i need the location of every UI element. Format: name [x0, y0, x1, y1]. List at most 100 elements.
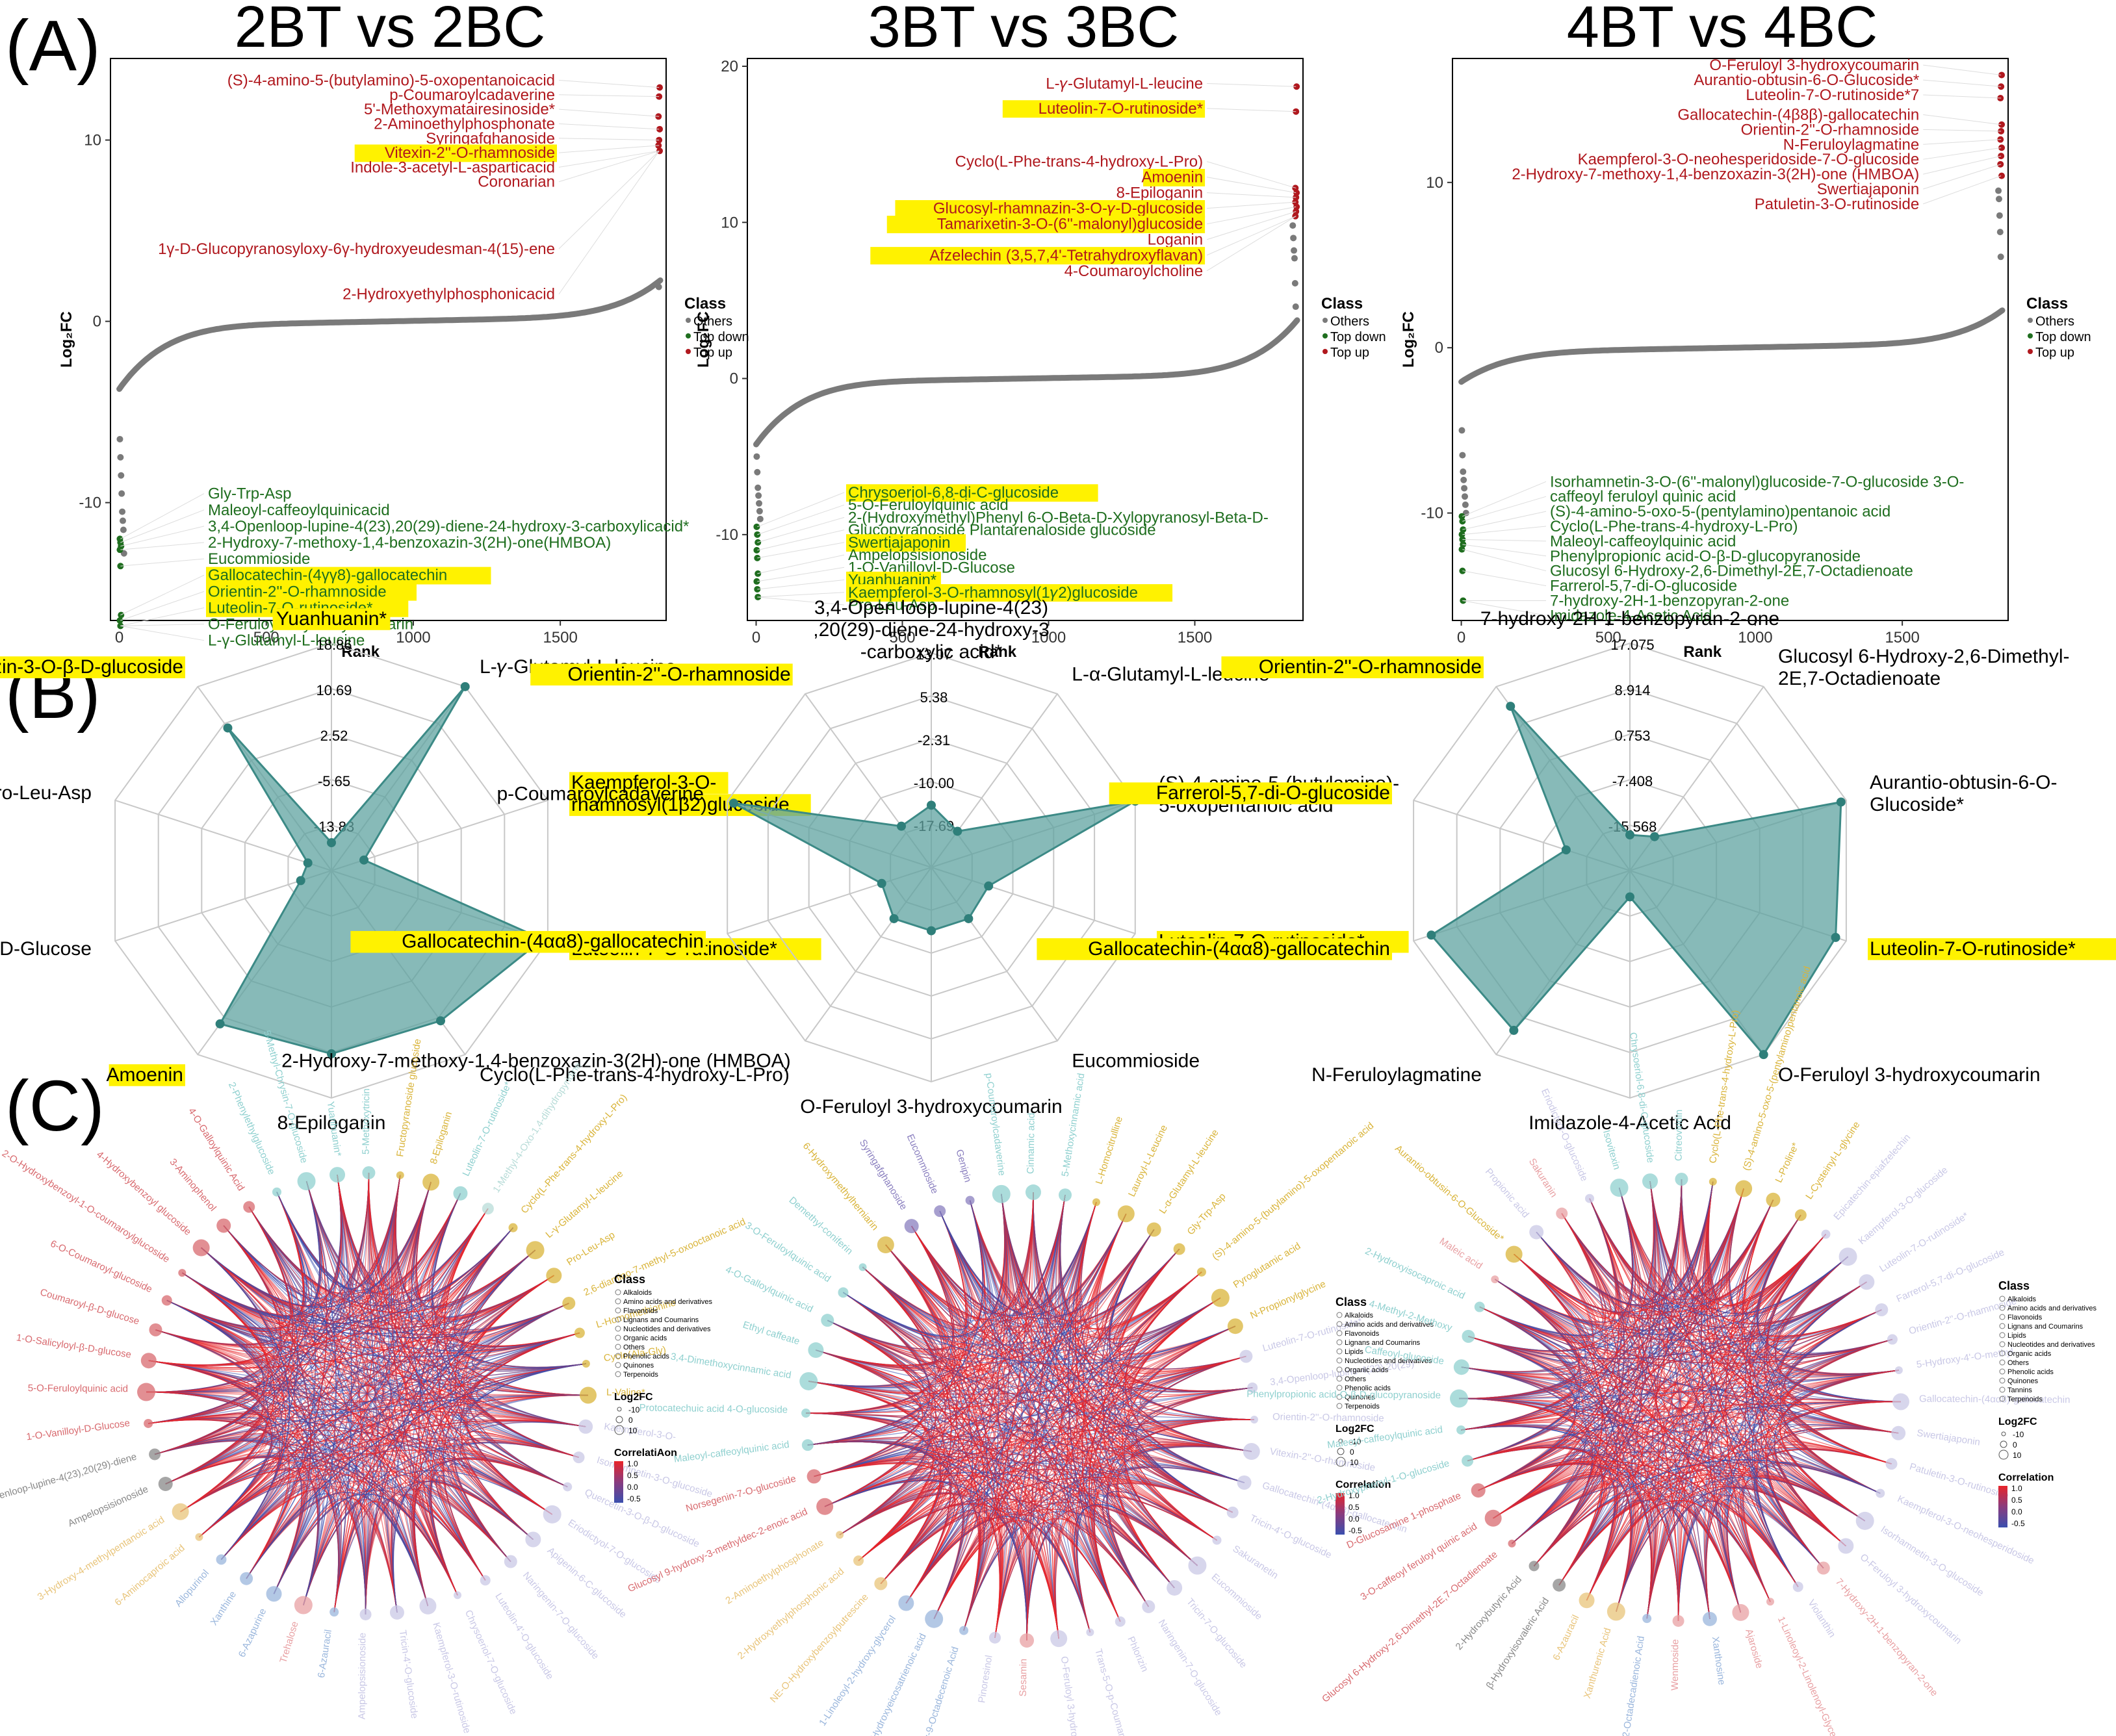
metabolite-node	[161, 1295, 172, 1306]
radar-spoke	[114, 799, 332, 871]
label-leader	[1462, 496, 1547, 522]
others-point	[655, 283, 662, 290]
top-down-label-group: L-γ-Glutamyl-L-leucine	[208, 632, 365, 650]
x-tick-label: 500	[1595, 629, 1621, 646]
label-leader	[1462, 481, 1547, 517]
metabolite-label: Xanthine	[209, 1589, 239, 1628]
correlation-edge	[963, 1387, 1253, 1631]
top-up-label: Syringafghanoside	[426, 130, 555, 147]
top-down-label-group: Phenylpropionic acid-O-β-D-glucopyranosi…	[1550, 548, 1861, 565]
radar-point	[729, 798, 738, 808]
metabolite-label: 6-Azauracil	[1551, 1613, 1581, 1662]
top-up-label-group: (S)-4-amino-5-(butylamino)-5-oxopentanoi…	[227, 71, 555, 89]
correlation-edge	[1728, 1188, 1893, 1354]
top-up-label-group: Patuletin-3-O-rutinoside	[1755, 196, 1919, 213]
radar-point	[303, 858, 313, 868]
y-tick-label: 0	[1435, 339, 1443, 357]
radar-axis-label-group: Eucommioside	[1072, 1051, 1200, 1072]
metabolite-node	[801, 1409, 811, 1418]
correlation-edge	[198, 1172, 370, 1538]
others-point	[1997, 253, 2004, 261]
metabolite-node	[482, 1203, 494, 1215]
metabolite-node	[1462, 1329, 1475, 1343]
metabolite-node	[898, 1595, 914, 1611]
radar-axis-label: O-Feruloyl 3-hydroxycoumarin	[800, 1096, 1062, 1117]
radar-axis-label-group: -carboxylic acid*	[860, 641, 1003, 663]
corr-tick-label: -0.5	[627, 1494, 641, 1503]
correlation-edge	[388, 1175, 429, 1607]
top-down-label: 2-Hydroxy-7-methoxy-1,4-benzoxazin-3(2H)…	[208, 534, 611, 552]
metabolite-node	[1584, 1194, 1594, 1203]
correlation-edge	[416, 1182, 589, 1396]
correlation-edge	[276, 1175, 401, 1290]
correlation-edge	[1705, 1338, 1893, 1619]
panel-label-a: (A)	[5, 6, 101, 86]
correlation-edge	[368, 1172, 553, 1515]
radar-point	[223, 723, 233, 733]
legend-swatch	[2028, 318, 2033, 323]
metabolite-node	[1529, 1225, 1544, 1240]
correlation-edge	[843, 1249, 1180, 1346]
top-down-label-group: (S)-4-amino-5-oxo-5-(pentylamino)pentano…	[1550, 503, 1890, 520]
correlation-edge	[1461, 1366, 1571, 1431]
metabolite-node	[838, 1287, 849, 1298]
top-up-label-group: Afzelechin (3,5,7,4'-Tetrahydroxyflavan)	[870, 247, 1206, 264]
correlation-edge	[166, 1299, 320, 1605]
net-legend-swatch	[1999, 1332, 2006, 1338]
y-axis-label: Log₂FC	[1400, 311, 1417, 368]
correlation-edge	[1749, 1214, 1846, 1547]
top-up-label: 2-Aminoethylphosphonate	[374, 115, 555, 133]
net-size-label: 0	[2013, 1440, 2017, 1449]
top-up-label-group: O-Feruloyl 3-hydroxycoumarin	[1709, 57, 1919, 74]
correlation-edge	[805, 1355, 1246, 1414]
correlation-edge	[180, 1206, 296, 1513]
correlation-edge	[1558, 1500, 1679, 1622]
metabolite-label: L-Valine*	[606, 1387, 645, 1398]
metabolite-node	[988, 1631, 1001, 1644]
legend-swatch	[686, 333, 691, 338]
net-legend-label: Flavonoids	[2007, 1314, 2043, 1321]
correlation-edge	[939, 1210, 1149, 1607]
top-down-label-group: Chrysoeriol-6,8-di-C-glucoside	[846, 484, 1098, 502]
top-up-label-group: Amoenin	[1141, 169, 1206, 186]
label-leader	[757, 517, 845, 543]
metabolite-label: Syringafghanoside	[857, 1138, 909, 1212]
others-point	[118, 490, 125, 497]
net-legend-label: Tannins	[2007, 1386, 2032, 1394]
correlation-edge	[1468, 1336, 1742, 1613]
correlation-edge	[963, 1192, 1034, 1631]
top-up-label-group: Syringafghanoside	[426, 130, 555, 147]
radar-point	[896, 821, 906, 831]
corr-tick-label: 1.0	[627, 1459, 638, 1468]
correlation-edge	[1479, 1306, 1899, 1378]
network-edges	[1458, 1179, 1902, 1622]
label-leader	[1923, 139, 2002, 145]
metabolite-node	[563, 1482, 573, 1492]
radar-axis-label-group: Amoenin	[107, 1064, 185, 1086]
net-legend-swatch	[1999, 1314, 2006, 1320]
top-down-point	[753, 578, 760, 585]
metabolite-node	[874, 1577, 888, 1590]
metabolite-label: Eucommioside	[905, 1132, 940, 1195]
corr-tick-label: -0.5	[1348, 1526, 1362, 1535]
top-up-label-group: Cyclo(L-Phe-trans-4-hydroxy-L-Pro)	[955, 153, 1203, 171]
top-down-label-group: Farrerol-5,7-di-O-glucoside	[1550, 578, 1737, 595]
net-size-label: -10	[2013, 1430, 2024, 1439]
radar-axis-label-group: Pro-Leu-Asp	[0, 782, 92, 804]
top-down-label-group: Ampelopsisionoside	[848, 546, 987, 564]
correlation-edge	[391, 1227, 514, 1613]
others-point	[118, 472, 125, 479]
scatter-chart-3bt: 3BT vs 3BC 0 500 1000 1500 -10 0 10 20 Rank Log₂FC…	[695, 0, 1386, 661]
correlation-edge	[333, 1175, 352, 1613]
top-up-label-group: Kaempferol-3-O-neohesperidoside-7-O-gluc…	[1578, 151, 1920, 168]
top-down-point	[116, 546, 123, 554]
radar-axis-label-group: Glucosyl 6-Hydroxy-2,6-Dimethyl-	[1778, 646, 2069, 667]
metabolite-label: Ajaroside	[1743, 1628, 1765, 1670]
correlation-edge	[471, 1303, 586, 1372]
radar-axis-label-highlight	[1221, 656, 1484, 678]
correlation-edge	[824, 1467, 932, 1535]
label-leader	[1207, 108, 1297, 112]
others-point	[756, 507, 763, 515]
correlation-edge	[824, 1195, 1066, 1507]
label-leader	[1923, 114, 2002, 125]
